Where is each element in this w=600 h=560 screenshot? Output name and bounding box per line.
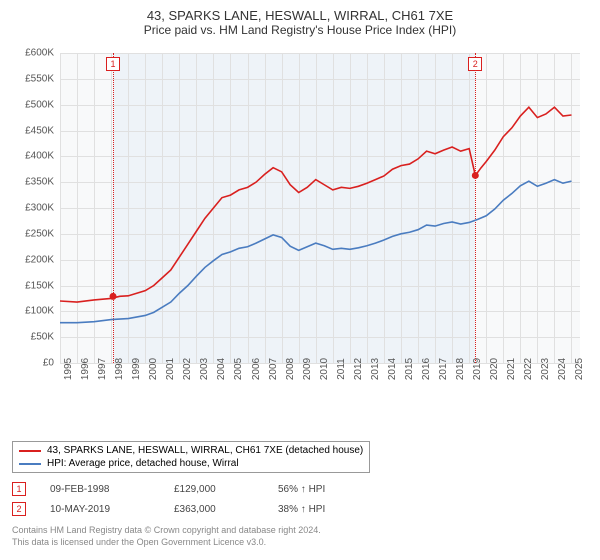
footer-line: This data is licensed under the Open Gov… [12,537,588,549]
series-line-hpi [60,180,571,323]
legend-swatch-hpi [19,463,41,465]
legend-label-property: 43, SPARKS LANE, HESWALL, WIRRAL, CH61 7… [47,445,363,456]
sale-index-box: 2 [12,502,26,516]
legend-row: 43, SPARKS LANE, HESWALL, WIRRAL, CH61 7… [19,444,363,457]
sale-date: 09-FEB-1998 [50,484,150,495]
chart-subtitle: Price paid vs. HM Land Registry's House … [12,23,588,37]
sale-row: 1 09-FEB-1998 £129,000 56% ↑ HPI [12,479,588,499]
sale-index-box: 1 [12,482,26,496]
price-chart: £0£50K£100K£150K£200K£250K£300K£350K£400… [12,43,588,403]
sale-price: £363,000 [174,504,254,515]
footer-line: Contains HM Land Registry data © Crown c… [12,525,588,537]
sale-point [472,172,479,179]
attribution-footer: Contains HM Land Registry data © Crown c… [12,525,588,548]
sale-price: £129,000 [174,484,254,495]
legend-label-hpi: HPI: Average price, detached house, Wirr… [47,458,239,469]
legend-row: HPI: Average price, detached house, Wirr… [19,457,363,470]
sale-delta: 38% ↑ HPI [278,504,325,515]
sale-row: 2 10-MAY-2019 £363,000 38% ↑ HPI [12,499,588,519]
chart-title: 43, SPARKS LANE, HESWALL, WIRRAL, CH61 7… [12,8,588,23]
series-line-property [60,107,571,302]
sales-table: 1 09-FEB-1998 £129,000 56% ↑ HPI 2 10-MAY-201… [12,479,588,519]
legend: 43, SPARKS LANE, HESWALL, WIRRAL, CH61 7… [12,441,370,473]
sale-delta: 56% ↑ HPI [278,484,325,495]
sale-point [110,293,117,300]
legend-swatch-property [19,450,41,452]
sale-date: 10-MAY-2019 [50,504,150,515]
